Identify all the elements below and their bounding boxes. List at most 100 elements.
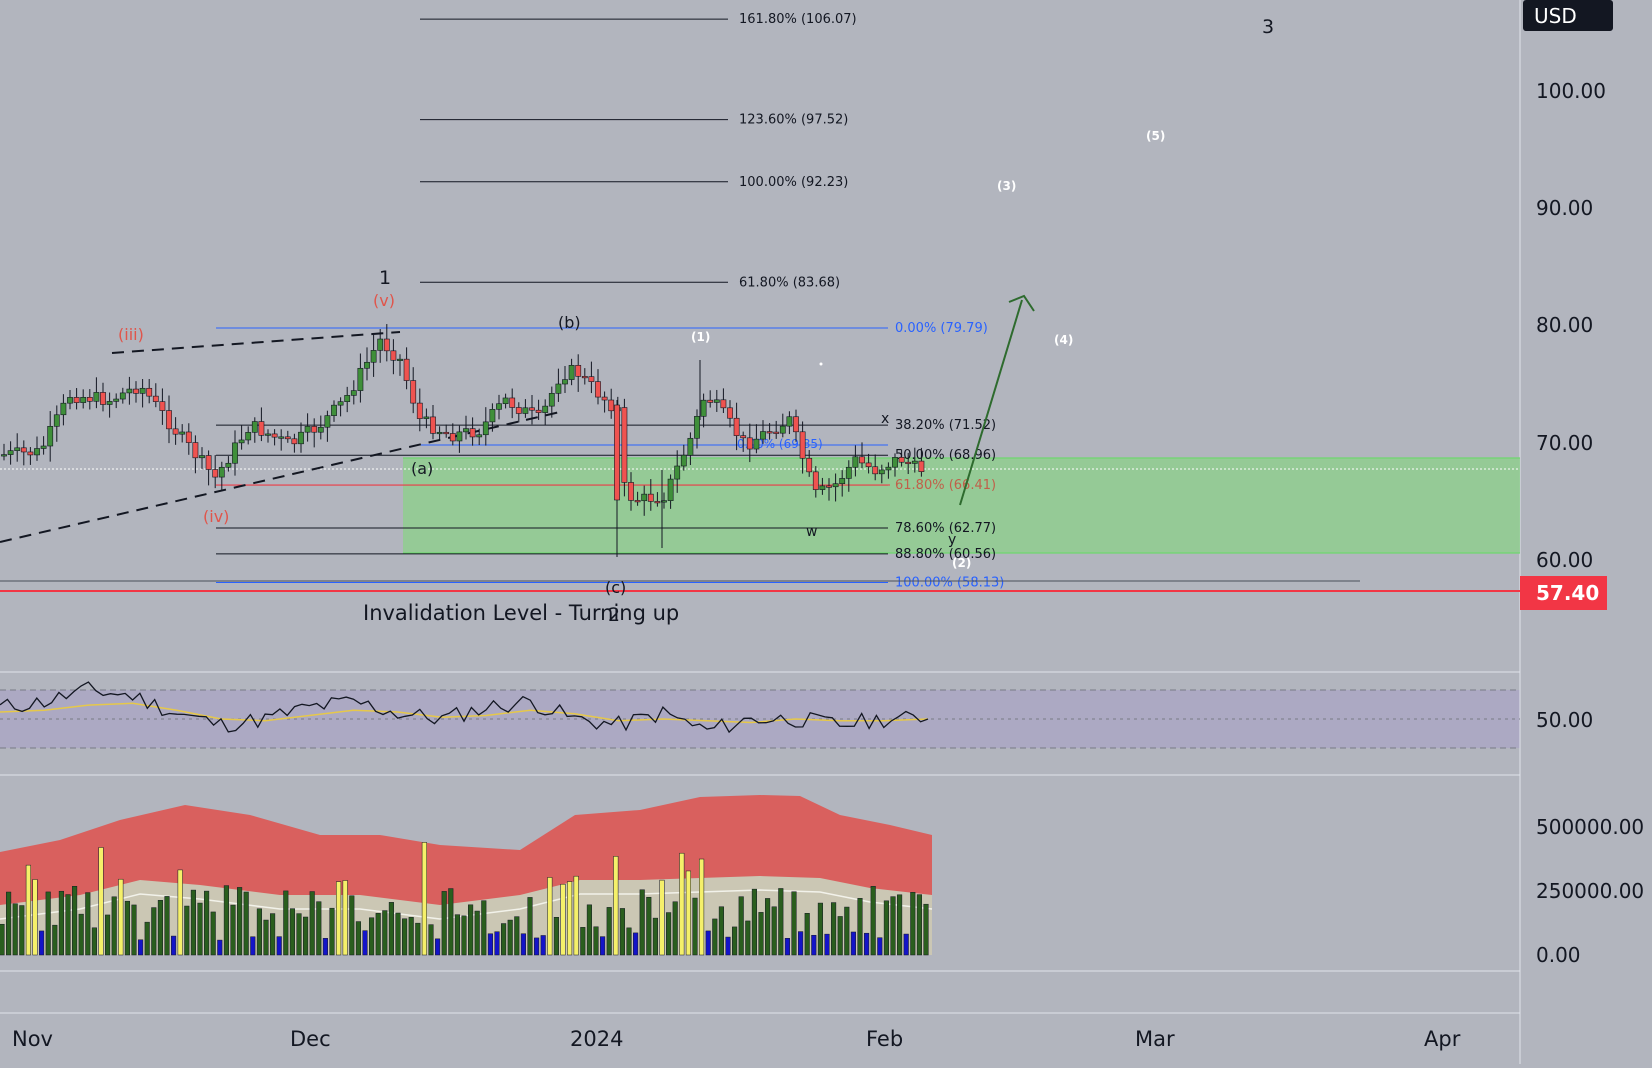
volume-bar[interactable] bbox=[78, 913, 84, 956]
volume-bar[interactable] bbox=[441, 891, 447, 956]
candle-body[interactable] bbox=[218, 466, 225, 478]
candle-body[interactable] bbox=[509, 397, 516, 408]
candle-body[interactable] bbox=[152, 395, 159, 402]
volume-bar[interactable] bbox=[12, 903, 18, 956]
volume-bar[interactable] bbox=[210, 911, 216, 956]
candle-body[interactable] bbox=[727, 407, 733, 419]
candle-body[interactable] bbox=[7, 450, 14, 455]
candle-body[interactable] bbox=[423, 416, 430, 419]
candle-body[interactable] bbox=[324, 415, 331, 428]
volume-bar[interactable] bbox=[303, 916, 309, 956]
volume-bar[interactable] bbox=[751, 888, 757, 956]
candle-body[interactable] bbox=[364, 361, 370, 369]
volume-bar[interactable] bbox=[850, 931, 856, 956]
candle-body[interactable] bbox=[905, 461, 912, 465]
volume-bar[interactable] bbox=[672, 901, 678, 956]
volume-bar[interactable] bbox=[910, 892, 916, 956]
volume-bar[interactable] bbox=[540, 935, 546, 956]
volume-bar[interactable] bbox=[890, 896, 896, 956]
candle-body[interactable] bbox=[53, 414, 60, 427]
candle-body[interactable] bbox=[179, 431, 186, 435]
volume-bar[interactable] bbox=[527, 897, 533, 956]
price-pane[interactable] bbox=[0, 0, 1520, 672]
candle-body[interactable] bbox=[654, 501, 661, 504]
volume-bar[interactable] bbox=[501, 923, 507, 956]
volume-bar[interactable] bbox=[336, 881, 342, 956]
volume-bar[interactable] bbox=[798, 931, 804, 956]
candle-body[interactable] bbox=[746, 437, 753, 450]
volume-bar[interactable] bbox=[494, 931, 500, 956]
volume-bar[interactable] bbox=[811, 934, 817, 956]
volume-bar[interactable] bbox=[85, 892, 91, 956]
volume-bar[interactable] bbox=[560, 883, 566, 956]
candle-body[interactable] bbox=[826, 485, 832, 488]
candle-body[interactable] bbox=[331, 404, 337, 416]
volume-bar[interactable] bbox=[138, 939, 144, 956]
candle-body[interactable] bbox=[634, 500, 641, 503]
volume-bar[interactable] bbox=[824, 933, 830, 956]
volume-bar[interactable] bbox=[25, 864, 31, 956]
candle-body[interactable] bbox=[680, 454, 687, 467]
volume-bar[interactable] bbox=[573, 875, 579, 956]
candle-body[interactable] bbox=[86, 397, 93, 402]
candle-body[interactable] bbox=[628, 482, 634, 501]
volume-bar[interactable] bbox=[613, 856, 619, 956]
candle-body[interactable] bbox=[793, 416, 799, 433]
candle-body[interactable] bbox=[456, 431, 463, 442]
candle-body[interactable] bbox=[595, 381, 601, 398]
candle-body[interactable] bbox=[357, 367, 364, 391]
candle-body[interactable] bbox=[20, 447, 27, 453]
candle-body[interactable] bbox=[113, 398, 120, 402]
candle-body[interactable] bbox=[199, 455, 205, 459]
candle-body[interactable] bbox=[496, 403, 502, 410]
candle-body[interactable] bbox=[344, 395, 351, 402]
volume-bar[interactable] bbox=[270, 913, 276, 956]
volume-bar[interactable] bbox=[646, 896, 652, 956]
candle-body[interactable] bbox=[878, 469, 885, 475]
candle-body[interactable] bbox=[469, 428, 476, 438]
volume-bar[interactable] bbox=[567, 881, 573, 956]
volume-bar[interactable] bbox=[639, 889, 645, 956]
volume-bar[interactable] bbox=[105, 914, 111, 956]
candle-body[interactable] bbox=[139, 387, 146, 394]
volume-bar[interactable] bbox=[230, 904, 236, 956]
volume-bar[interactable] bbox=[111, 896, 117, 956]
volume-bar[interactable] bbox=[151, 907, 157, 956]
volume-bar[interactable] bbox=[382, 910, 388, 956]
candle-body[interactable] bbox=[720, 399, 727, 409]
volume-bar[interactable] bbox=[131, 904, 137, 956]
candle-body[interactable] bbox=[535, 409, 542, 413]
candle-body[interactable] bbox=[885, 466, 892, 471]
volume-bar[interactable] bbox=[316, 901, 322, 956]
candle-body[interactable] bbox=[403, 358, 410, 381]
candle-body[interactable] bbox=[251, 421, 258, 433]
candle-body[interactable] bbox=[799, 431, 806, 459]
volume-bar[interactable] bbox=[897, 894, 903, 956]
price-axis[interactable] bbox=[1520, 0, 1652, 1064]
candle-body[interactable] bbox=[449, 433, 456, 442]
volume-bar[interactable] bbox=[342, 880, 348, 956]
candle-body[interactable] bbox=[918, 460, 925, 472]
volume-bar[interactable] bbox=[468, 904, 474, 956]
candle-body[interactable] bbox=[667, 478, 674, 501]
candle-body[interactable] bbox=[548, 393, 555, 407]
candle-body[interactable] bbox=[733, 417, 740, 436]
volume-bar[interactable] bbox=[666, 912, 672, 956]
volume-bar[interactable] bbox=[428, 924, 434, 956]
volume-bar[interactable] bbox=[415, 922, 421, 956]
volume-bar[interactable] bbox=[534, 937, 540, 956]
volume-bar[interactable] bbox=[283, 890, 289, 956]
candle-body[interactable] bbox=[562, 379, 568, 385]
candle-body[interactable] bbox=[443, 431, 450, 435]
volume-bar[interactable] bbox=[606, 907, 612, 956]
volume-bar[interactable] bbox=[923, 903, 929, 956]
candle-body[interactable] bbox=[482, 421, 489, 436]
candle-body[interactable] bbox=[753, 438, 760, 450]
candle-body[interactable] bbox=[317, 426, 324, 433]
candle-body[interactable] bbox=[892, 457, 898, 468]
candle-body[interactable] bbox=[641, 493, 648, 502]
candle-body[interactable] bbox=[166, 410, 172, 430]
candle-body[interactable] bbox=[126, 388, 133, 394]
candle-body[interactable] bbox=[47, 426, 54, 447]
candle-body[interactable] bbox=[192, 442, 199, 459]
